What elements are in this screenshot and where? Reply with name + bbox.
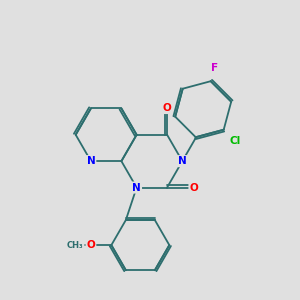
Text: N: N (178, 156, 187, 166)
Text: N: N (87, 156, 95, 166)
Text: F: F (211, 63, 218, 73)
Text: O: O (163, 103, 172, 113)
Text: O: O (87, 240, 95, 250)
Text: O: O (190, 182, 198, 193)
Text: Cl: Cl (229, 136, 240, 146)
Text: N: N (132, 182, 141, 193)
Text: CH₃: CH₃ (67, 241, 84, 250)
